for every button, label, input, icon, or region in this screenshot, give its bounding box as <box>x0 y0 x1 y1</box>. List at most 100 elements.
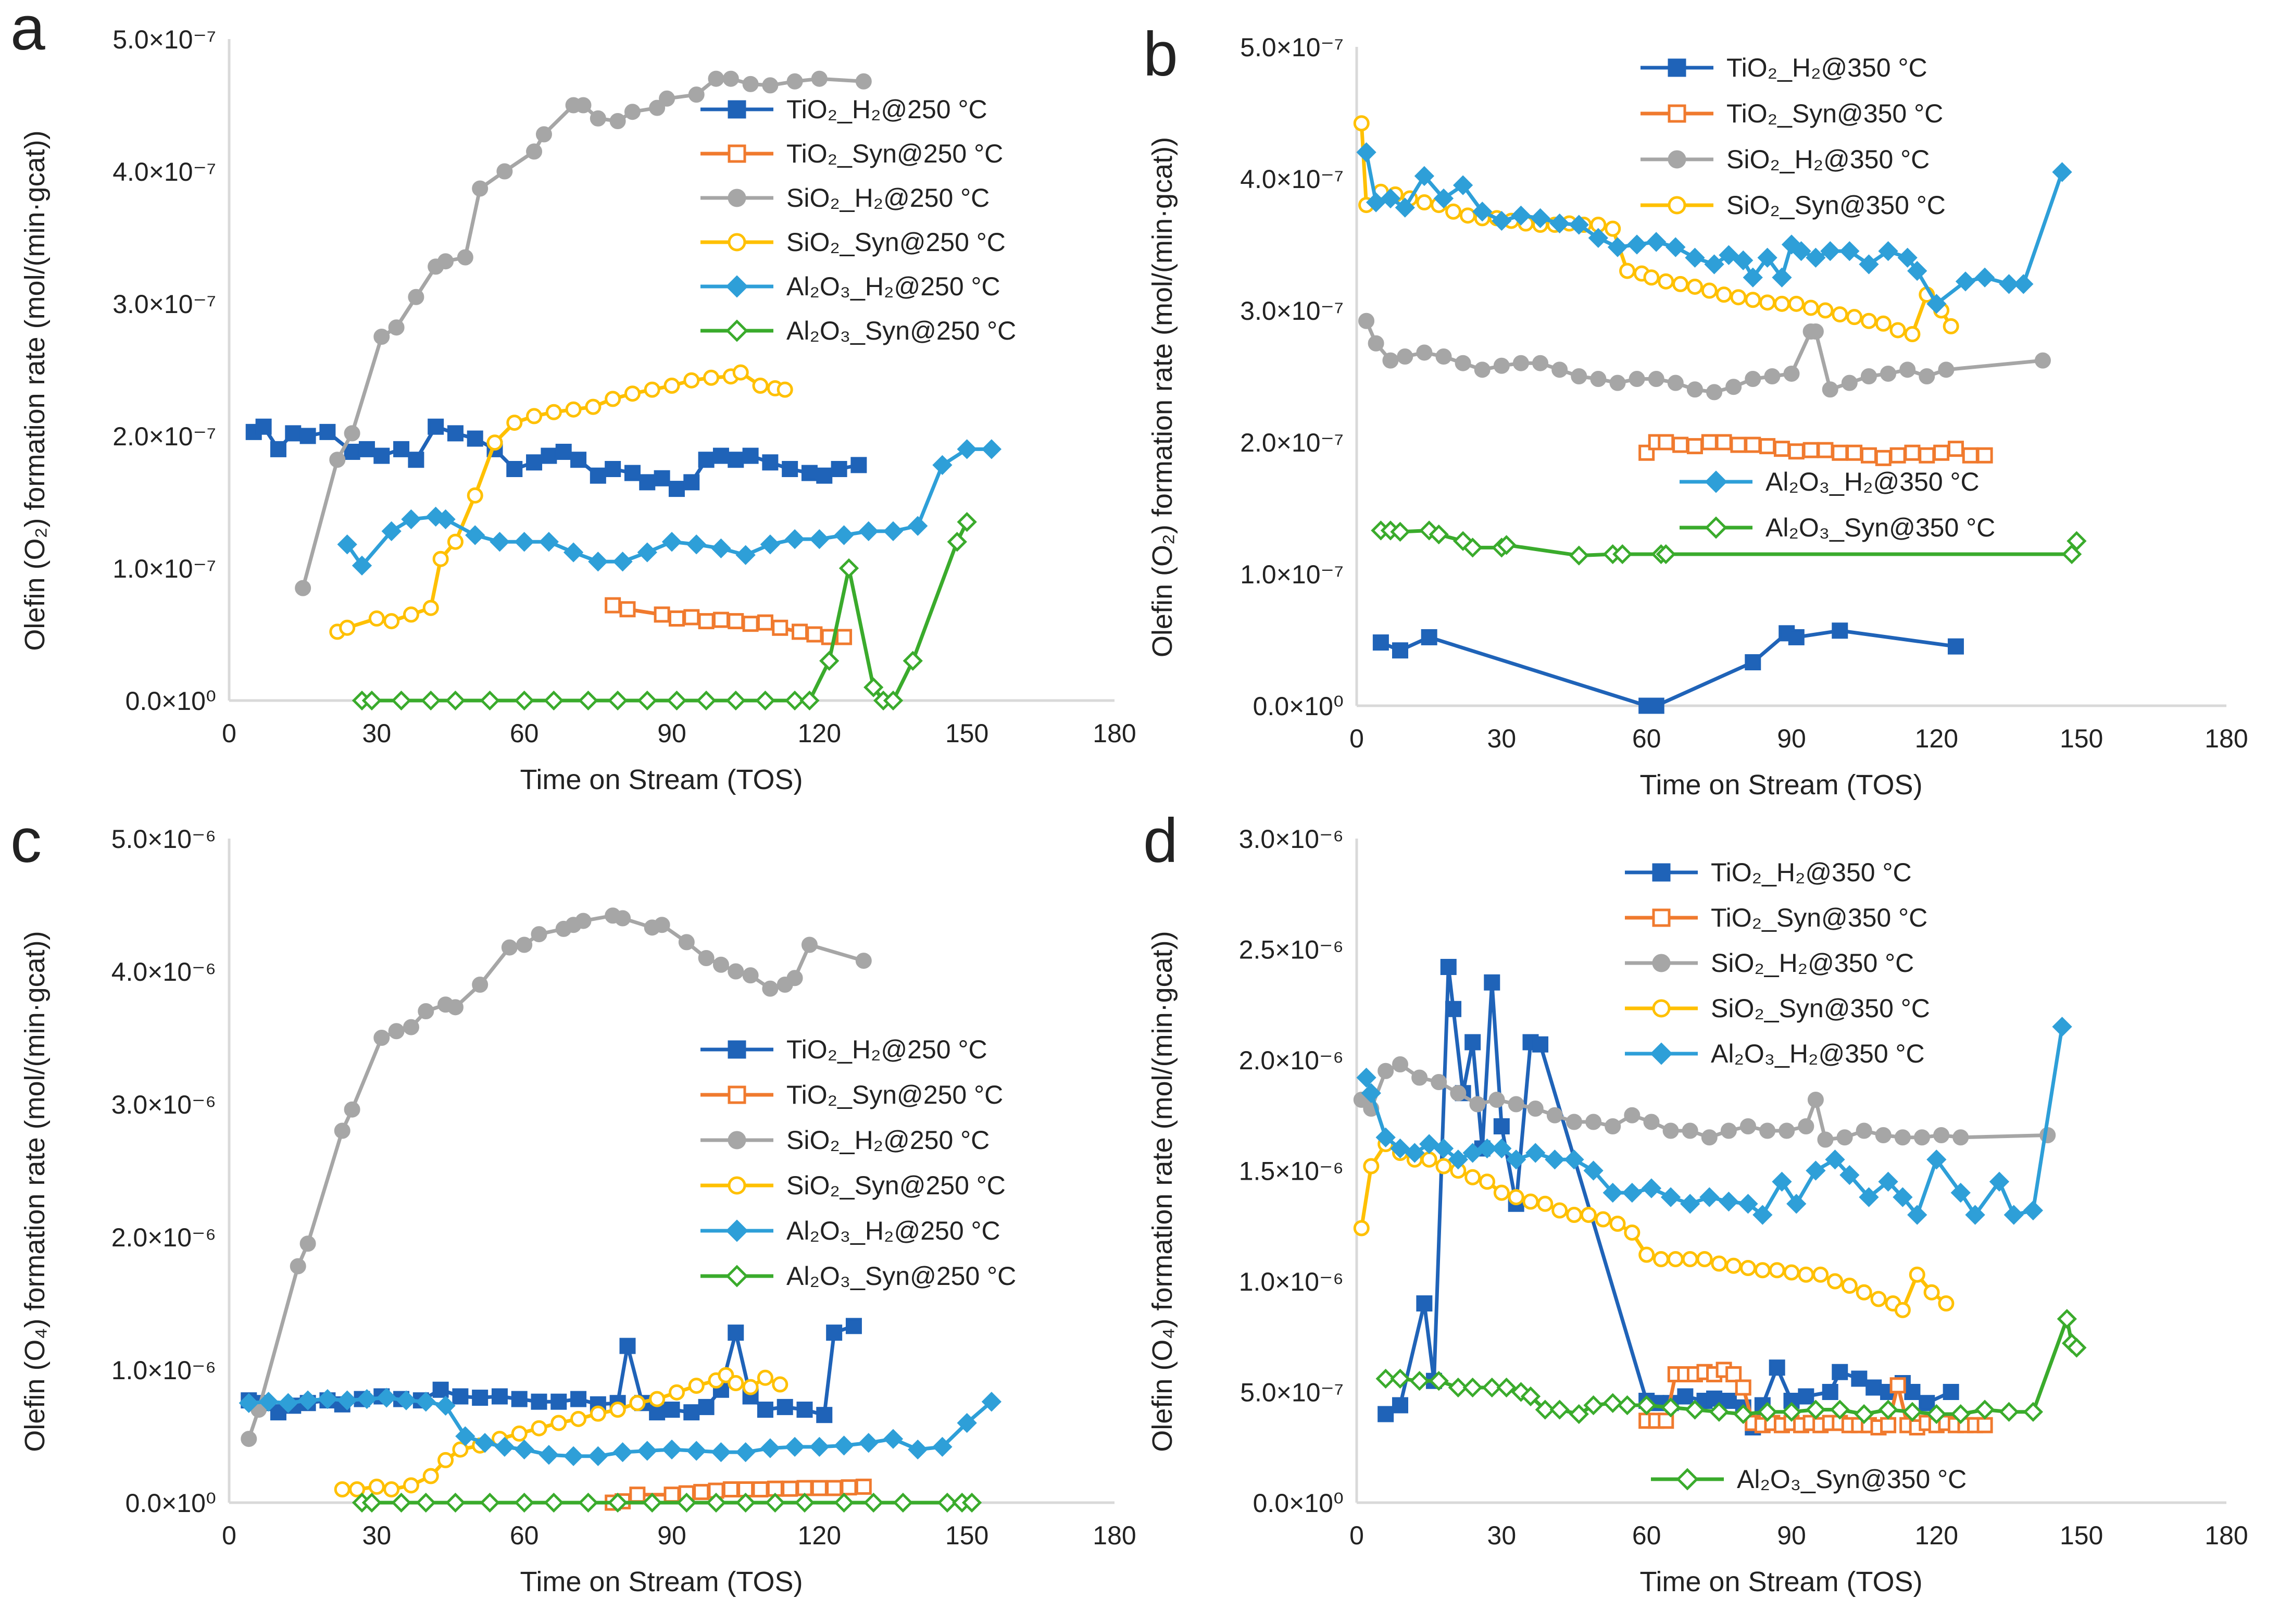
y-tick-label: 2.0×10⁻⁷ <box>112 422 216 451</box>
data-point <box>1798 1388 1814 1405</box>
y-axis-title: Olefin (O₂) formation rate (mol/(min·gca… <box>19 130 51 651</box>
data-point <box>1462 1143 1483 1163</box>
legend-marker <box>1652 863 1671 882</box>
data-point <box>1773 441 1790 457</box>
y-tick-label: 0.0×10⁰ <box>1253 1489 1344 1518</box>
data-point <box>1392 642 1408 659</box>
data-point <box>1893 1187 1913 1207</box>
data-point <box>686 1441 707 1461</box>
data-point <box>1580 1207 1597 1223</box>
data-point <box>1435 348 1452 365</box>
data-point <box>1448 1150 1468 1170</box>
data-point <box>1875 1127 1892 1143</box>
data-point <box>352 555 372 576</box>
x-tick-label: 120 <box>1915 724 1958 753</box>
data-point <box>1585 1114 1602 1130</box>
data-point <box>1390 1368 1410 1389</box>
data-point <box>472 977 489 993</box>
y-tick-label: 4.0×10⁻⁷ <box>112 157 216 186</box>
data-point <box>903 651 923 671</box>
y-tick-label: 3.0×10⁻⁷ <box>1240 296 1344 326</box>
legend-entry: Al₂O₃_Syn@350 °C <box>1680 513 1995 542</box>
data-point <box>1496 1377 1517 1398</box>
data-point <box>1605 1118 1621 1134</box>
data-point <box>1827 1273 1843 1290</box>
data-point <box>1551 1202 1568 1219</box>
x-tick-label: 60 <box>1632 1521 1661 1550</box>
data-point <box>514 690 534 711</box>
data-point <box>1433 1138 1454 1159</box>
legend-marker <box>728 233 746 252</box>
data-point <box>270 441 286 457</box>
data-point <box>490 532 510 552</box>
data-point <box>1907 260 1927 281</box>
data-point <box>735 1442 756 1463</box>
data-point <box>1743 267 1763 288</box>
data-point <box>1583 1395 1604 1416</box>
data-point <box>1405 1143 1425 1163</box>
y-tick-label: 1.0×10⁻⁷ <box>1240 560 1344 589</box>
data-point <box>1933 444 1950 461</box>
data-point <box>1817 1131 1834 1148</box>
series-1 <box>1638 434 1993 466</box>
legend-marker <box>728 189 746 207</box>
data-point <box>373 1030 390 1046</box>
data-point <box>698 452 715 468</box>
data-point <box>539 1445 559 1465</box>
data-point <box>435 1395 456 1416</box>
data-point <box>1832 1364 1848 1380</box>
data-point <box>544 1492 564 1513</box>
data-point <box>570 1391 587 1407</box>
data-point <box>811 70 828 87</box>
data-point <box>1643 1114 1660 1130</box>
series-line <box>1380 629 1956 708</box>
data-point <box>858 521 879 542</box>
data-point <box>1551 361 1568 378</box>
data-point <box>1725 379 1742 395</box>
x-tick-label: 90 <box>1777 1521 1806 1550</box>
x-axis-title: Time on Stream (TOS) <box>520 1566 803 1597</box>
data-point <box>1822 381 1838 398</box>
data-point <box>526 454 543 471</box>
data-point <box>535 126 552 143</box>
data-point <box>757 1402 773 1418</box>
chart-panel-d: 0 30 60 90 120 150 180 0.0×10⁰ 5.0×10⁻⁷ 1.0×10⁻⁶ 1… <box>1143 806 2248 1597</box>
data-point <box>1682 1251 1698 1267</box>
data-point <box>1802 299 1819 316</box>
data-point <box>1680 1194 1700 1214</box>
data-point <box>1636 1395 1657 1416</box>
data-point <box>1807 1092 1824 1108</box>
data-point <box>1629 371 1645 388</box>
x-tick-label: 60 <box>510 719 539 748</box>
data-point <box>722 1481 739 1497</box>
data-point <box>1752 1205 1773 1225</box>
data-point <box>1535 1400 1555 1420</box>
data-point <box>1950 1182 1971 1203</box>
data-point <box>1493 1118 1510 1134</box>
data-point <box>1757 247 1777 268</box>
data-point <box>1738 1194 1758 1214</box>
legend-entry: SiO₂_Syn@250 °C <box>700 1171 1006 1200</box>
x-tick-label: 0 <box>1349 724 1364 753</box>
data-point <box>403 1019 419 1035</box>
data-point <box>615 910 631 927</box>
x-tick-label: 0 <box>222 1521 236 1550</box>
data-point <box>1685 247 1705 268</box>
data-point <box>1802 442 1819 458</box>
data-point <box>629 1395 646 1411</box>
data-point <box>1772 1171 1792 1192</box>
data-point <box>2067 1338 2087 1358</box>
data-point <box>299 428 316 444</box>
data-point <box>1976 1417 1993 1433</box>
data-point <box>1904 444 1921 461</box>
data-point <box>575 913 592 929</box>
data-point <box>511 1391 528 1407</box>
data-point <box>531 1393 547 1410</box>
data-point <box>383 613 400 630</box>
legend-entry: TiO₂_H₂@350 °C <box>1625 858 1912 887</box>
data-point <box>445 690 466 711</box>
data-point <box>1955 271 1976 292</box>
data-point <box>1667 1251 1684 1267</box>
legend-label: Al₂O₃_Syn@250 °C <box>786 1261 1016 1291</box>
data-point <box>472 1390 489 1406</box>
